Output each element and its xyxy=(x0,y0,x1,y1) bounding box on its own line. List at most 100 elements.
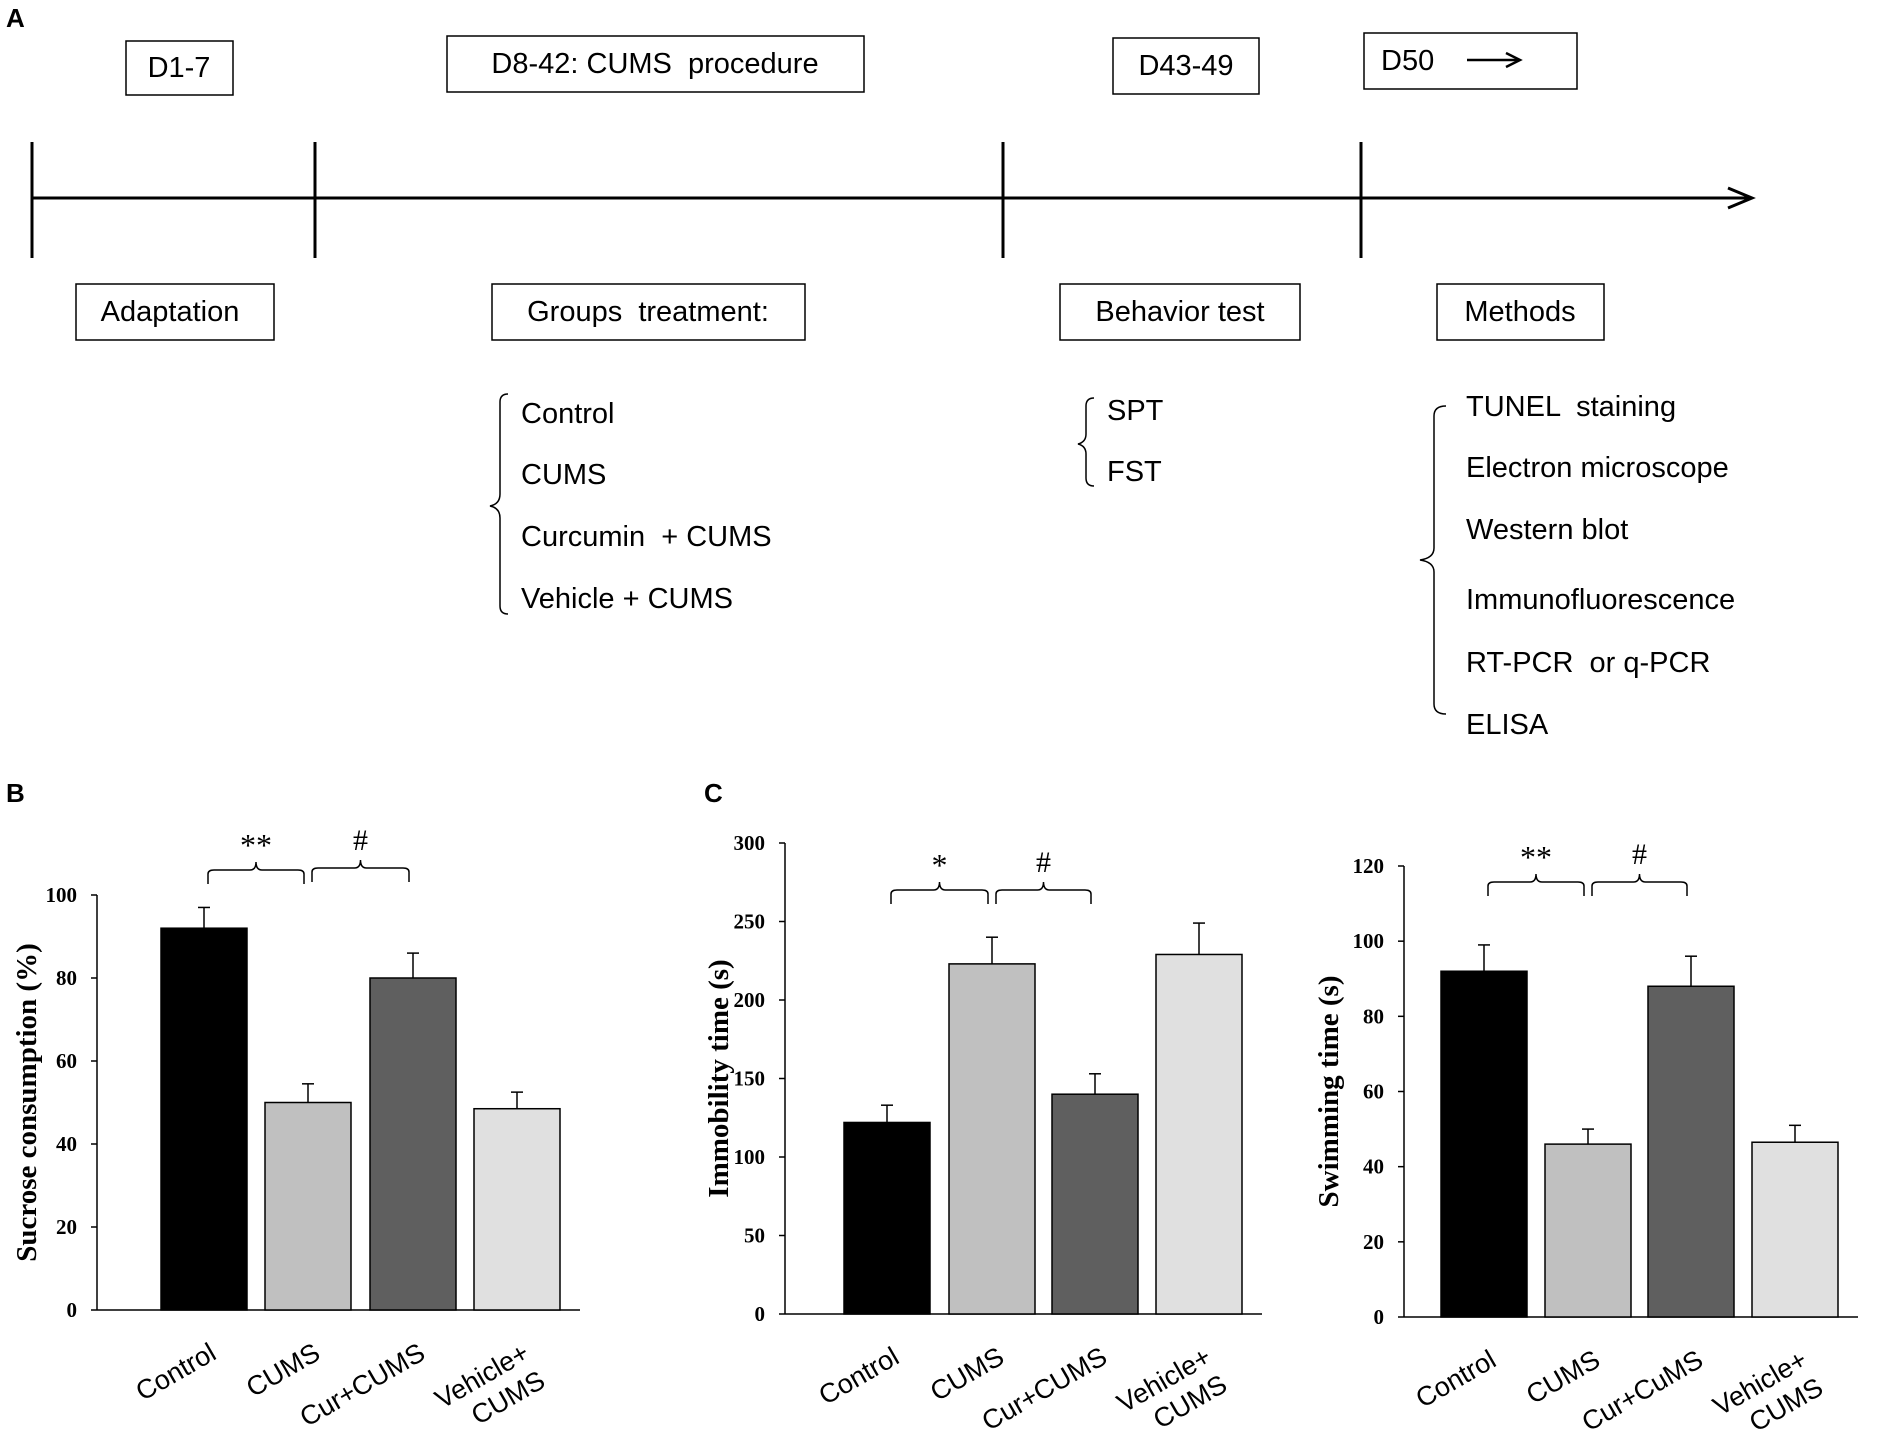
y-tick-label: 200 xyxy=(734,988,766,1012)
chart-immobility-time: 0 50 100 150 200 250 300 Immobility time (s) * # C… xyxy=(703,831,1262,1437)
group-item: Control xyxy=(521,398,615,430)
y-tick-label: 20 xyxy=(1363,1230,1384,1254)
box-methods xyxy=(1436,283,1605,341)
category-label: Control xyxy=(814,1341,904,1411)
bar xyxy=(1647,985,1735,1318)
category-label-line: Control xyxy=(814,1341,904,1411)
category-label-line: CUMS xyxy=(925,1341,1009,1407)
y-tick-label: 40 xyxy=(1363,1155,1384,1179)
category-label: Vehicle+CUMS xyxy=(1708,1344,1828,1437)
y-tick-label: 150 xyxy=(734,1067,766,1091)
y-tick-label: 100 xyxy=(1353,929,1385,953)
group-item: Vehicle + CUMS xyxy=(521,583,733,615)
method-item: RT-PCR or q-PCR xyxy=(1466,647,1710,679)
y-tick-label: 300 xyxy=(734,831,766,855)
box-groups-treatment-label: Groups treatment: xyxy=(527,296,769,328)
box-behavior-test-label: Behavior test xyxy=(1095,296,1264,328)
right-arrow-icon xyxy=(1467,51,1523,69)
y-tick-label: 50 xyxy=(744,1224,765,1248)
significance-brace xyxy=(995,881,1092,904)
y-axis-label: Immobility time (s) xyxy=(703,959,735,1197)
y-tick-label: 80 xyxy=(56,966,77,990)
group-item: Curcumin + CUMS xyxy=(521,521,772,553)
y-tick-label: 0 xyxy=(755,1302,766,1326)
bar xyxy=(1751,1141,1839,1318)
significance-brace xyxy=(1591,873,1688,896)
y-tick-label: 80 xyxy=(1363,1004,1384,1028)
bar xyxy=(1051,1093,1139,1315)
bar xyxy=(473,1107,561,1311)
box-d43-49 xyxy=(1112,37,1260,95)
methods-brace xyxy=(1419,405,1447,715)
y-axis-label: Sucrose consumption (%) xyxy=(11,943,43,1262)
group-item: CUMS xyxy=(521,459,606,491)
box-groups-treatment xyxy=(491,283,806,341)
y-tick-label: 40 xyxy=(56,1132,77,1156)
category-label-line: Control xyxy=(1411,1344,1501,1414)
category-label: CUMS xyxy=(1521,1344,1605,1410)
chart-sucrose-consumption: 0 20 40 60 80 100 Sucrose consumption (%) ** # Co… xyxy=(11,824,580,1437)
y-tick-label: 100 xyxy=(46,883,78,907)
method-item: ELISA xyxy=(1466,709,1549,741)
y-tick-label: 20 xyxy=(56,1215,77,1239)
method-item: Western blot xyxy=(1466,514,1628,546)
method-item: Immunofluorescence xyxy=(1466,584,1735,616)
bar xyxy=(160,927,248,1311)
bar xyxy=(264,1101,352,1311)
method-item: TUNEL staining xyxy=(1466,391,1676,423)
box-d43-49-label: D43-49 xyxy=(1138,50,1233,82)
box-behavior-test xyxy=(1059,283,1301,341)
box-adaptation-label: Adaptation xyxy=(101,296,240,328)
significance-brace xyxy=(311,859,410,882)
significance-marker: ** xyxy=(240,827,272,863)
y-tick-label: 0 xyxy=(1374,1305,1385,1329)
category-label-line: Control xyxy=(131,1337,221,1407)
bar xyxy=(1544,1143,1632,1318)
box-d8-42 xyxy=(446,35,865,93)
category-label: Vehicle+CUMS xyxy=(430,1337,550,1437)
significance-brace xyxy=(207,861,305,884)
category-label: Vehicle+CUMS xyxy=(1112,1341,1232,1437)
panel-label-b: B xyxy=(6,778,25,808)
panel-label-a: A xyxy=(6,3,25,33)
box-d50-label: D50 xyxy=(1381,45,1434,77)
timeline-arrowhead xyxy=(1727,186,1756,210)
category-label: Control xyxy=(131,1337,221,1407)
tests-brace xyxy=(1077,397,1095,487)
bar xyxy=(1440,970,1528,1318)
groups-brace xyxy=(489,393,509,615)
box-d1-7-label: D1-7 xyxy=(148,52,211,84)
significance-marker: # xyxy=(1036,846,1051,879)
significance-marker: ** xyxy=(1520,839,1552,875)
y-tick-label: 60 xyxy=(56,1049,77,1073)
panel-label-c: C xyxy=(704,778,723,808)
box-methods-label: Methods xyxy=(1464,296,1575,328)
test-item: SPT xyxy=(1107,395,1164,427)
y-tick-label: 60 xyxy=(1363,1080,1384,1104)
y-tick-label: 120 xyxy=(1353,854,1385,878)
category-label: Control xyxy=(1411,1344,1501,1414)
significance-marker: # xyxy=(1632,838,1647,871)
y-tick-label: 0 xyxy=(67,1298,78,1322)
significance-marker: # xyxy=(353,824,368,857)
y-tick-label: 100 xyxy=(734,1145,766,1169)
bar xyxy=(843,1121,931,1315)
significance-brace xyxy=(890,881,989,904)
significance-brace xyxy=(1487,873,1585,896)
box-d8-42-label: D8-42: CUMS procedure xyxy=(491,48,818,80)
panel-a: A D1-7 D8-42: CUMS procedure D43-49 D50 … xyxy=(6,3,1756,741)
category-label: CUMS xyxy=(241,1337,325,1403)
significance-marker: * xyxy=(932,847,948,883)
y-tick-label: 250 xyxy=(734,910,766,934)
bar xyxy=(948,963,1036,1315)
bar xyxy=(1155,953,1243,1315)
category-label-line: CUMS xyxy=(1521,1344,1605,1410)
category-label-line: CUMS xyxy=(241,1337,325,1403)
y-axis-label: Swimming time (s) xyxy=(1313,976,1345,1208)
method-item: Electron microscope xyxy=(1466,452,1729,484)
box-d1-7 xyxy=(125,40,234,96)
test-item: FST xyxy=(1107,456,1162,488)
chart-swimming-time: 0 20 40 60 80 100 120 Swimming time (s) ** # Contr… xyxy=(1313,838,1858,1437)
